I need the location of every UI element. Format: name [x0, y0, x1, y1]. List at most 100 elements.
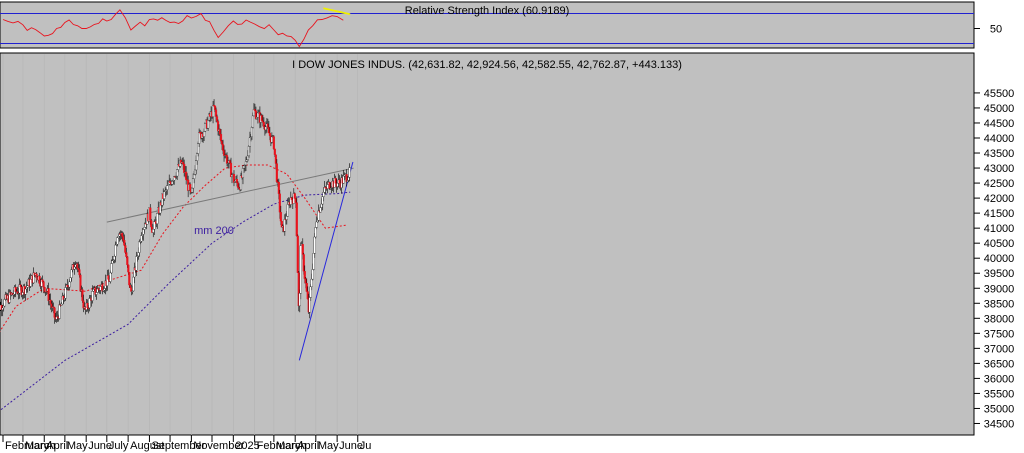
candle-body	[152, 228, 155, 233]
candle-body	[127, 264, 130, 273]
candle-body	[47, 288, 50, 302]
price-y-tick-label: 44000	[984, 133, 1015, 145]
candle-body	[153, 221, 156, 230]
candle-body	[58, 304, 61, 319]
price-y-tick-label: 35500	[984, 388, 1015, 400]
candle-body	[176, 169, 179, 177]
candle-body	[278, 193, 281, 213]
candle-body	[261, 120, 264, 123]
candle-body	[293, 193, 296, 199]
candle-body	[76, 263, 79, 269]
candle-body	[294, 198, 297, 203]
x-tick-label: June	[339, 440, 363, 452]
candle-body	[156, 213, 159, 224]
candle-body	[189, 184, 192, 191]
x-tick-label: March	[276, 440, 307, 452]
candle-body	[262, 122, 265, 127]
candle-body	[212, 105, 215, 118]
candle-body	[63, 298, 66, 300]
candle-body	[296, 235, 299, 273]
candle-body	[132, 276, 135, 292]
candle-body	[2, 305, 5, 309]
candle-body	[99, 286, 102, 291]
price-y-tick-label: 43500	[984, 148, 1015, 160]
candle-body	[305, 283, 308, 292]
price-y-tick-label: 45000	[984, 103, 1015, 115]
candle-body	[193, 174, 196, 179]
candle-body	[141, 234, 144, 236]
candle-body	[251, 115, 254, 128]
x-tick-label: August	[130, 440, 164, 452]
candle-body	[286, 204, 289, 217]
candle-body	[256, 112, 259, 118]
candle-body	[347, 177, 350, 181]
candle-body	[185, 171, 188, 180]
candle-body	[195, 160, 198, 171]
candle-body	[220, 141, 224, 145]
candle-body	[298, 293, 301, 307]
candle-body	[317, 210, 320, 221]
candle-body	[78, 269, 81, 276]
price-title: I DOW JONES INDUS. (42,631.82, 42,924.56…	[292, 59, 682, 71]
price-y-tick-label: 38500	[984, 298, 1015, 310]
rsi-series	[2, 7, 351, 48]
candle-body	[320, 203, 323, 208]
candle-body	[207, 119, 210, 129]
price-y-tick-label: 43000	[984, 163, 1015, 175]
candle-body	[88, 298, 91, 309]
candle-body	[81, 289, 84, 301]
candle-body	[29, 279, 32, 287]
candle-body	[338, 179, 341, 184]
moving-average-200-line	[0, 191, 351, 412]
candle-body	[218, 129, 222, 135]
candle-body	[166, 185, 169, 190]
candle-body	[321, 196, 324, 205]
candle-body	[316, 220, 319, 223]
candle-body	[1, 307, 4, 310]
candle-body	[214, 105, 217, 110]
candle-body	[219, 134, 223, 142]
candle-body	[163, 191, 166, 199]
candle-body	[194, 169, 197, 175]
candle-body	[314, 227, 317, 238]
candle-body	[247, 146, 251, 157]
candle-body	[245, 159, 249, 162]
candle-body	[216, 116, 219, 122]
x-tick-label: February	[5, 440, 50, 452]
x-tick-label: May	[67, 440, 88, 452]
candle-body	[221, 144, 225, 151]
candle-body	[74, 264, 77, 268]
candle-body	[138, 241, 141, 253]
candle-body	[196, 153, 199, 161]
candle-body	[95, 292, 98, 295]
price-panel	[0, 52, 975, 436]
candle-body	[246, 155, 250, 160]
candle-body	[203, 130, 206, 137]
candle-body	[319, 207, 322, 213]
candle-body	[204, 123, 207, 132]
candle-body	[123, 240, 126, 246]
candle-body	[121, 232, 124, 237]
candle-body	[52, 306, 55, 308]
candle-body	[279, 212, 282, 222]
price-grid	[2, 54, 359, 435]
candle-body	[60, 303, 63, 306]
candle-body	[250, 127, 253, 137]
price-y-tick-label: 36500	[984, 358, 1015, 370]
candle-body	[275, 163, 278, 183]
candle-body	[225, 155, 229, 164]
candle-body	[266, 123, 269, 128]
candle-body	[215, 109, 218, 117]
candle-body	[116, 237, 119, 245]
price-y-tick-label: 36000	[984, 373, 1015, 385]
candle-body	[322, 192, 325, 197]
candle-body	[114, 244, 117, 257]
candle-body	[253, 109, 256, 111]
x-tick-label: April	[46, 440, 68, 452]
candle-body	[312, 253, 315, 270]
candle-body	[302, 254, 305, 272]
candle-body	[348, 167, 351, 178]
candle-body	[183, 163, 186, 173]
